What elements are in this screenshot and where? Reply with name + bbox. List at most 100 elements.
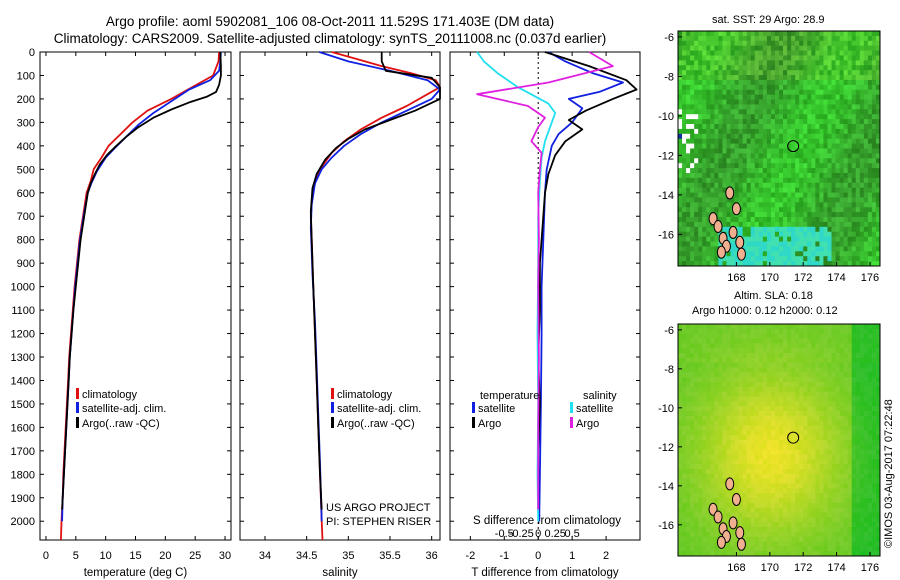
map-cell	[867, 353, 873, 359]
map-cell	[678, 84, 683, 91]
map-cell	[807, 391, 812, 397]
map-cell	[847, 148, 853, 154]
map-cell	[694, 50, 699, 56]
map-cell	[690, 372, 695, 378]
map-cell	[754, 60, 760, 66]
map-cell	[791, 45, 796, 51]
map-cell	[779, 256, 784, 262]
map-cell	[738, 377, 744, 383]
map-cell	[827, 449, 832, 455]
map-cell	[730, 221, 735, 228]
map-ytick-label: -8	[664, 364, 674, 376]
map-cell	[827, 401, 832, 407]
map-cell	[875, 79, 881, 86]
map-cell	[698, 527, 703, 533]
map-cell	[823, 89, 828, 96]
map-cell	[734, 217, 739, 223]
map-cell	[746, 522, 752, 528]
map-cell	[783, 488, 788, 494]
map-cell	[835, 241, 840, 247]
map-cell	[706, 372, 711, 378]
map-cell	[811, 202, 816, 208]
map-cell	[758, 522, 764, 528]
map-cell	[835, 440, 840, 446]
map-cell	[738, 197, 744, 203]
map-cell	[690, 197, 695, 203]
map-cell	[738, 502, 744, 509]
map-cell	[762, 207, 768, 213]
map-cell	[863, 449, 869, 455]
map-cell	[839, 99, 845, 105]
map-cell	[750, 226, 756, 233]
map-cell	[807, 415, 812, 422]
map-cell	[823, 425, 828, 431]
map-cell	[779, 493, 784, 499]
map-cell	[694, 202, 699, 208]
map-cell	[795, 406, 800, 412]
map-cell	[795, 109, 800, 115]
map-cell	[863, 177, 869, 184]
map-cell	[754, 168, 760, 174]
map-cell	[779, 182, 784, 189]
map-cell	[787, 406, 792, 412]
map-cell	[702, 512, 707, 518]
map-cell	[702, 517, 707, 523]
map-cell	[859, 114, 865, 120]
map-cell	[706, 483, 711, 489]
map-cell	[694, 177, 699, 184]
map-cell	[811, 261, 816, 267]
map-cell	[875, 60, 881, 66]
map-cell	[823, 459, 828, 465]
map-cell	[831, 192, 836, 198]
map-cell	[871, 522, 877, 528]
map-cell	[783, 401, 788, 407]
map-cell	[754, 357, 760, 364]
map-cell	[819, 236, 824, 242]
map-cell	[686, 507, 691, 513]
map-cell	[682, 498, 687, 504]
map-cell	[819, 50, 824, 56]
map-cell	[851, 415, 857, 422]
map-cell	[702, 45, 707, 51]
map-cell	[839, 168, 845, 174]
map-cell	[758, 124, 764, 130]
map-cell	[819, 328, 824, 335]
map-cell	[835, 541, 840, 547]
map-cell	[803, 241, 808, 247]
map-cell	[714, 75, 719, 81]
map-cell	[867, 40, 873, 47]
map-cell	[774, 256, 780, 262]
map-cell	[783, 60, 788, 66]
map-cell	[686, 231, 691, 238]
map-cell	[770, 478, 776, 484]
map-cell	[867, 75, 873, 81]
map-cell	[867, 236, 873, 242]
map-cell	[799, 187, 804, 193]
map-cell	[694, 420, 699, 426]
map-cell	[686, 353, 691, 359]
map-cell	[754, 65, 760, 71]
map-cell	[758, 527, 764, 533]
map-cell	[871, 382, 877, 388]
map-cell	[758, 362, 764, 368]
map-cell	[855, 35, 861, 42]
map-cell	[831, 143, 836, 149]
map-cell	[855, 478, 861, 484]
map-cell	[791, 158, 796, 164]
map-cell	[779, 367, 784, 373]
map-cell	[807, 119, 812, 125]
map-cell	[875, 65, 881, 71]
map-cell	[791, 217, 796, 223]
map-cell	[762, 541, 768, 547]
map-cell	[714, 207, 719, 213]
map-cell	[770, 182, 776, 189]
map-cell	[783, 128, 788, 135]
map-cell	[734, 362, 739, 368]
map-cell	[835, 153, 840, 159]
map-cell	[803, 89, 808, 96]
map-cell	[819, 109, 824, 115]
map-cell	[746, 411, 752, 417]
map-cell	[722, 60, 727, 66]
map-cell	[734, 536, 739, 542]
map-cell	[799, 444, 804, 451]
